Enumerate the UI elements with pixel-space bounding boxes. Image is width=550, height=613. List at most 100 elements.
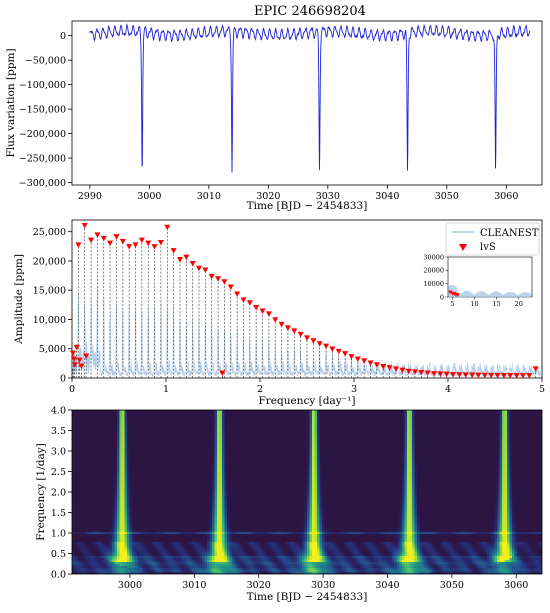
lvs-marker — [317, 341, 323, 347]
lvs-marker — [196, 266, 202, 272]
inset-xtick-label: 5 — [450, 300, 454, 308]
lvs-marker — [107, 241, 113, 247]
inset-ytick-label: 30000 — [423, 253, 444, 261]
legend-lvs-label: lvS — [480, 242, 496, 253]
inset-xtick-label: 20 — [515, 300, 523, 308]
periodogram-inset: 5 10 15 20 0 10000 20000 30000 — [423, 253, 532, 308]
periodogram-xtick-label: 0 — [69, 384, 75, 395]
lvs-marker — [272, 317, 278, 323]
periodogram-xtick-label: 2 — [257, 384, 263, 395]
lvs-marker — [164, 225, 170, 231]
periodogram-ytick-label: 5,000 — [39, 344, 66, 355]
inset-xtick-label: 15 — [492, 300, 500, 308]
lvs-marker — [101, 236, 107, 242]
lvs-marker — [209, 274, 215, 280]
lvs-marker — [355, 356, 361, 362]
lvs-marker — [298, 332, 304, 338]
lvs-marker — [113, 234, 119, 240]
lvs-marker — [88, 238, 94, 244]
lvs-marker — [310, 338, 316, 344]
chart-title: EPIC 246698204 — [254, 4, 366, 19]
lightcurve-ytick-label: 0 — [60, 31, 66, 42]
lvs-marker — [329, 346, 335, 352]
lvs-marker — [247, 300, 253, 306]
lvs-marker — [234, 291, 240, 297]
lvs-marker — [215, 276, 221, 282]
lightcurve-ytick-label: −150,000 — [19, 105, 66, 116]
lvs-marker — [228, 284, 234, 290]
lvs-marker — [183, 255, 189, 261]
lvs-marker — [75, 242, 81, 248]
lightcurve-ytick-label: −250,000 — [19, 154, 66, 165]
lvs-marker — [240, 297, 246, 303]
lightcurve-ytick-label: −50,000 — [25, 56, 66, 67]
lvs-marker — [171, 248, 177, 254]
periodogram-xtick-label: 4 — [445, 384, 451, 395]
inset-yticks: 0 10000 20000 30000 — [423, 253, 448, 301]
lightcurve-xtick-label: 3040 — [375, 191, 399, 202]
lightcurve-ytick-label: −200,000 — [19, 129, 66, 140]
lvs-marker — [279, 322, 285, 328]
inset-xticks: 5 10 15 20 — [450, 297, 523, 308]
lvs-marker — [361, 358, 367, 364]
periodogram-yticks: 0 5,000 10,000 15,000 20,000 25,000 — [33, 227, 72, 384]
lightcurve-xtick-label: 3000 — [137, 191, 161, 202]
periodogram-ylabel: Amplitude [ppm] — [13, 254, 25, 345]
lvs-marker — [158, 240, 164, 246]
lvs-marker — [133, 242, 139, 248]
periodogram-ytick-label: 20,000 — [33, 256, 66, 267]
lvs-marker — [94, 232, 100, 238]
lvs-marker — [139, 238, 145, 244]
periodogram-xticks: 0 1 2 3 4 5 — [69, 378, 545, 395]
lightcurve-plot — [90, 25, 530, 173]
lvs-marker — [463, 372, 469, 378]
lightcurve-xtick-label: 3050 — [435, 191, 459, 202]
lvs-marker — [336, 349, 342, 355]
periodogram-xtick-label: 1 — [163, 384, 169, 395]
lvs-marker — [495, 373, 501, 379]
lvs-marker — [70, 351, 76, 357]
lightcurve-ytick-label: −300,000 — [19, 178, 66, 189]
inset-ytick-label: 20000 — [423, 267, 444, 275]
legend-cleanest-label: CLEANEST — [480, 228, 539, 239]
lightcurve-ylabel: Flux variation [ppm] — [5, 48, 17, 157]
periodogram-ytick-label: 15,000 — [33, 286, 66, 297]
lvs-marker — [253, 305, 259, 311]
lvs-marker — [393, 366, 399, 372]
lightcurve-xtick-label: 3010 — [197, 191, 221, 202]
lightcurve-xtick-label: 3060 — [494, 191, 518, 202]
lvs-marker — [342, 351, 348, 357]
periodogram-ytick-label: 0 — [60, 374, 66, 385]
lvs-marker — [126, 244, 132, 250]
lightcurve-ytick-label: −100,000 — [19, 80, 66, 91]
lightcurve-line — [90, 25, 530, 173]
periodogram-ytick-label: 25,000 — [33, 227, 66, 238]
lvs-marker — [266, 311, 272, 317]
lvs-marker — [348, 354, 354, 360]
periodogram-xtick-label: 5 — [539, 384, 545, 395]
periodogram-ytick-label: 10,000 — [33, 315, 66, 326]
lvs-marker — [304, 335, 310, 341]
lvs-marker — [260, 308, 266, 314]
lightcurve-yticks: 0 −50,000 −100,000 −150,000 −200,000 −250,000… — [19, 31, 72, 189]
inset-xtick-label: 10 — [470, 300, 478, 308]
periodogram-legend: CLEANEST lvS — [446, 223, 539, 255]
lvs-marker — [469, 373, 475, 379]
lvs-marker — [145, 241, 151, 247]
wavelet-heatmap — [72, 410, 542, 574]
lvs-marker — [190, 261, 196, 267]
periodogram-xtick-label: 3 — [351, 384, 357, 395]
lvs-marker — [82, 223, 88, 229]
lightcurve-xlabel: Time [BJD − 2454833] — [247, 200, 368, 212]
lvs-marker — [323, 344, 329, 350]
lightcurve-xtick-label: 2990 — [78, 191, 102, 202]
lvs-marker — [152, 244, 158, 250]
inset-ytick-label: 10000 — [423, 280, 444, 288]
inset-axes — [448, 257, 532, 297]
inset-ytick-label: 0 — [440, 293, 444, 301]
